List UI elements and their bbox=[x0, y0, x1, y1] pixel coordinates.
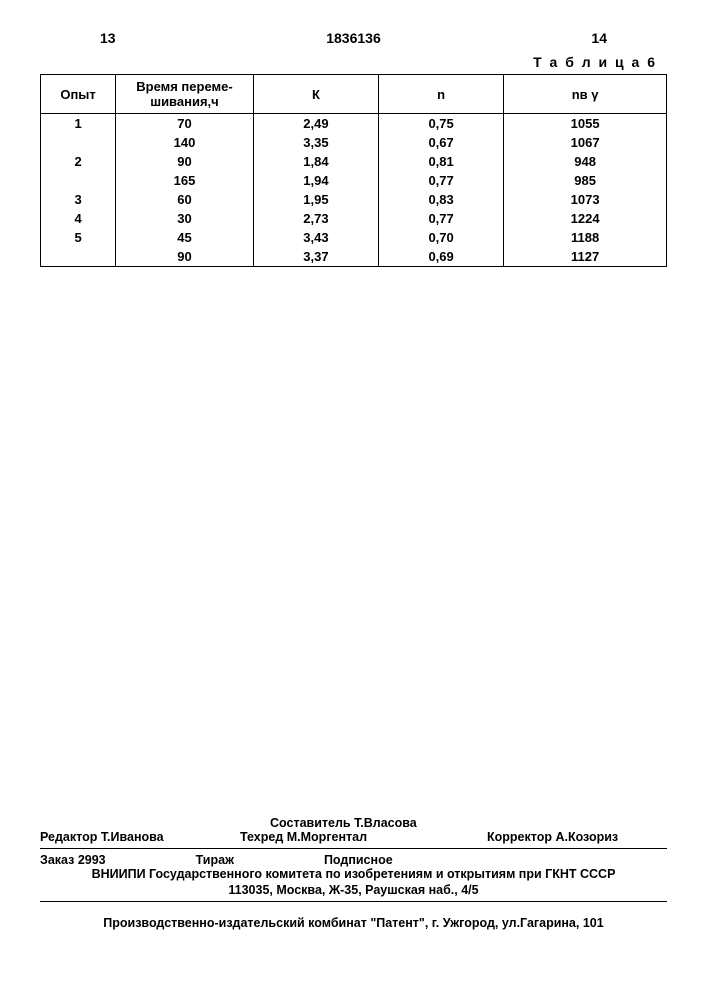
table-cell: 2 bbox=[41, 152, 116, 171]
subscription-label: Подписное bbox=[324, 853, 393, 867]
techred-label: Техред М.Моргентал bbox=[240, 830, 457, 844]
table-cell: 1073 bbox=[504, 190, 667, 209]
table-cell: 0,81 bbox=[379, 152, 504, 171]
page-number-right: 14 bbox=[591, 30, 607, 46]
table-cell: 30 bbox=[116, 209, 254, 228]
address-line: 113035, Москва, Ж-35, Раушская наб., 4/5 bbox=[40, 883, 667, 897]
credits-row: Редактор Т.Иванова Техред М.Моргентал Ко… bbox=[40, 830, 667, 844]
tirage-label: Тираж bbox=[196, 853, 234, 867]
table-row: 1651,940,77985 bbox=[41, 171, 667, 190]
table-cell bbox=[41, 247, 116, 267]
table-cell: 1127 bbox=[504, 247, 667, 267]
table-cell: 1055 bbox=[504, 114, 667, 134]
table-cell: 1 bbox=[41, 114, 116, 134]
table-cell: 140 bbox=[116, 133, 254, 152]
document-footer: Составитель Т.Власова Редактор Т.Иванова… bbox=[40, 816, 667, 930]
table-cell: 948 bbox=[504, 152, 667, 171]
th-ngamma: nв γ bbox=[504, 75, 667, 114]
table-row: 1403,350,671067 bbox=[41, 133, 667, 152]
corrector-label: Корректор А.Козориз bbox=[487, 830, 667, 844]
order-row: Заказ 2993 Тираж Подписное bbox=[40, 853, 667, 867]
table-row: 2901,840,81948 bbox=[41, 152, 667, 171]
table-cell: 0,77 bbox=[379, 171, 504, 190]
production-line: Производственно-издательский комбинат "П… bbox=[40, 916, 667, 930]
table-cell: 5 bbox=[41, 228, 116, 247]
table-row: 4302,730,771224 bbox=[41, 209, 667, 228]
table-cell bbox=[41, 133, 116, 152]
th-k: К bbox=[253, 75, 378, 114]
table-cell: 4 bbox=[41, 209, 116, 228]
editor-label: Редактор Т.Иванова bbox=[40, 830, 210, 844]
table-cell: 1067 bbox=[504, 133, 667, 152]
th-opyt: Опыт bbox=[41, 75, 116, 114]
table-row: 3601,950,831073 bbox=[41, 190, 667, 209]
table-cell: 45 bbox=[116, 228, 254, 247]
table-cell: 3,37 bbox=[253, 247, 378, 267]
table-cell bbox=[41, 171, 116, 190]
divider-1 bbox=[40, 848, 667, 849]
table-cell: 1,84 bbox=[253, 152, 378, 171]
composer-line: Составитель Т.Власова bbox=[190, 816, 667, 830]
table-cell: 3,43 bbox=[253, 228, 378, 247]
table-cell: 2,73 bbox=[253, 209, 378, 228]
table-cell: 2,49 bbox=[253, 114, 378, 134]
table-cell: 0,70 bbox=[379, 228, 504, 247]
order-number: Заказ 2993 bbox=[40, 853, 106, 867]
th-n: n bbox=[379, 75, 504, 114]
table-body: 1702,490,7510551403,350,6710672901,840,8… bbox=[41, 114, 667, 267]
table-cell: 1188 bbox=[504, 228, 667, 247]
table-row: 903,370,691127 bbox=[41, 247, 667, 267]
th-time: Время переме- шивания,ч bbox=[116, 75, 254, 114]
table-cell: 1224 bbox=[504, 209, 667, 228]
table-cell: 0,67 bbox=[379, 133, 504, 152]
table-cell: 90 bbox=[116, 247, 254, 267]
table-cell: 0,69 bbox=[379, 247, 504, 267]
table-cell: 70 bbox=[116, 114, 254, 134]
table-cell: 1,95 bbox=[253, 190, 378, 209]
table-header-row: Опыт Время переме- шивания,ч К n nв γ bbox=[41, 75, 667, 114]
table-caption: Т а б л и ц а 6 bbox=[40, 54, 667, 70]
table-cell: 0,77 bbox=[379, 209, 504, 228]
table-row: 1702,490,751055 bbox=[41, 114, 667, 134]
table-cell: 3 bbox=[41, 190, 116, 209]
document-page: 13 1836136 14 Т а б л и ц а 6 Опыт Время… bbox=[0, 0, 707, 1000]
divider-2 bbox=[40, 901, 667, 902]
table-cell: 985 bbox=[504, 171, 667, 190]
table-row: 5453,430,701188 bbox=[41, 228, 667, 247]
document-number: 1836136 bbox=[326, 30, 381, 46]
table-cell: 0,83 bbox=[379, 190, 504, 209]
table-cell: 90 bbox=[116, 152, 254, 171]
data-table: Опыт Время переме- шивания,ч К n nв γ 17… bbox=[40, 74, 667, 267]
org-line: ВНИИПИ Государственного комитета по изоб… bbox=[40, 867, 667, 881]
table-cell: 165 bbox=[116, 171, 254, 190]
table-cell: 0,75 bbox=[379, 114, 504, 134]
page-number-left: 13 bbox=[100, 30, 116, 46]
table-cell: 3,35 bbox=[253, 133, 378, 152]
page-header: 13 1836136 14 bbox=[40, 30, 667, 46]
table-cell: 1,94 bbox=[253, 171, 378, 190]
table-cell: 60 bbox=[116, 190, 254, 209]
